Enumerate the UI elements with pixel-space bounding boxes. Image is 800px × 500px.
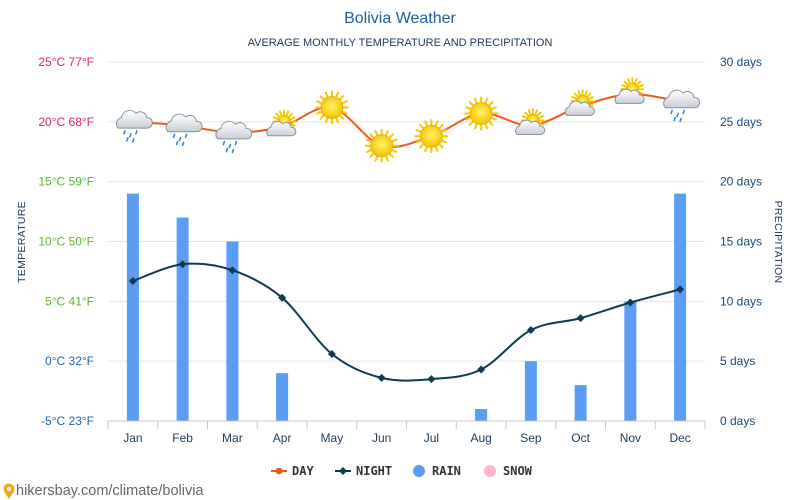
grid-lines [108, 61, 705, 422]
day-line [132, 93, 681, 149]
night-point [477, 365, 486, 374]
rain-bars [126, 193, 687, 421]
temperature-tick-label: 15°C 59°F [38, 175, 94, 189]
temperature-tick-label: 0°C 32°F [45, 354, 94, 368]
legend-label-snow: SNOW [503, 464, 533, 478]
source-link[interactable]: hikersbay.com/climate/bolivia [16, 483, 204, 499]
rain-bar [226, 241, 239, 421]
month-label: Oct [571, 431, 590, 445]
sun-icon [364, 128, 399, 163]
day-series [132, 93, 681, 149]
month-label: Jan [123, 431, 142, 445]
legend-swatch-snow [484, 465, 496, 477]
rain-bar [176, 217, 189, 421]
rain-bar [475, 409, 488, 421]
legend-label-rain: RAIN [432, 464, 461, 478]
month-label: Apr [273, 431, 292, 445]
sun-icon [314, 90, 349, 125]
temperature-tick-label: 5°C 41°F [45, 294, 94, 308]
rain-bar [674, 193, 687, 421]
night-point [128, 276, 137, 285]
sun-cloud-icon [515, 108, 546, 136]
night-point [278, 293, 287, 302]
night-point [626, 298, 635, 307]
temperature-tick-label: 10°C 50°F [38, 235, 94, 249]
precipitation-tick-label: 0 days [720, 414, 755, 428]
sun-cloud-icon [564, 89, 595, 116]
night-point [526, 326, 535, 335]
night-point [377, 373, 386, 382]
precipitation-axis: 30 days 25 days 20 days 15 days 10 days 5 day… [720, 55, 762, 428]
legend-label-night: NIGHT [356, 464, 392, 478]
legend-label-day: DAY [292, 464, 314, 478]
cloud-rain-icon [115, 109, 153, 143]
month-label: Dec [669, 431, 690, 445]
sun-cloud-icon [614, 77, 645, 104]
night-series [128, 260, 685, 384]
temperature-axis: 25°C 77°F 20°C 68°F 15°C 59°F 10°C 50°F 5°C … [38, 55, 94, 428]
night-point [576, 314, 585, 323]
precipitation-tick-label: 5 days [720, 354, 755, 368]
month-label: Jun [372, 431, 391, 445]
rain-bar [574, 385, 587, 421]
weather-icons [115, 77, 701, 163]
hikersbay-logo [3, 483, 15, 499]
month-label: Sep [520, 431, 542, 445]
chart-title: Bolivia Weather [344, 10, 456, 27]
legend: DAY NIGHT RAIN SNOW [271, 464, 533, 478]
night-point [327, 349, 336, 358]
month-label: Nov [620, 431, 641, 445]
night-point [228, 266, 237, 275]
rain-bar [624, 301, 637, 421]
month-label: Feb [172, 431, 193, 445]
precipitation-tick-label: 25 days [720, 115, 762, 129]
precipitation-tick-label: 30 days [720, 55, 762, 69]
month-axis: Jan Feb Mar Apr May Jun Jul Aug Sep Oct Nov Dec [107, 420, 706, 445]
month-label: Jul [424, 431, 439, 445]
right-axis-title: PRECIPITATION [772, 201, 784, 284]
temperature-tick-label: 25°C 77°F [38, 55, 94, 69]
left-axis-title: TEMPERATURE [16, 201, 28, 283]
night-line [132, 262, 681, 382]
precipitation-tick-label: 10 days [720, 294, 762, 308]
temperature-tick-label: -5°C 23°F [41, 414, 94, 428]
sun-icon [414, 119, 449, 154]
legend-swatch-rain [413, 465, 425, 477]
month-label: May [321, 431, 344, 445]
rain-bar [276, 373, 289, 421]
night-point [178, 260, 187, 269]
month-label: Mar [222, 431, 243, 445]
chart-subtitle: AVERAGE MONTHLY TEMPERATURE AND PRECIPIT… [248, 37, 553, 49]
precipitation-tick-label: 15 days [720, 235, 762, 249]
temperature-tick-label: 20°C 68°F [38, 115, 94, 129]
precipitation-tick-label: 20 days [720, 175, 762, 189]
cloud-rain-icon [663, 89, 701, 123]
night-point [676, 285, 685, 294]
cloud-rain-icon [215, 120, 253, 154]
cloud-rain-icon [165, 113, 203, 147]
sun-cloud-icon [266, 109, 297, 137]
sun-icon [464, 96, 499, 131]
rain-bar [126, 193, 139, 421]
month-label: Aug [470, 431, 491, 445]
rain-bar [524, 361, 537, 421]
night-point [427, 375, 436, 384]
